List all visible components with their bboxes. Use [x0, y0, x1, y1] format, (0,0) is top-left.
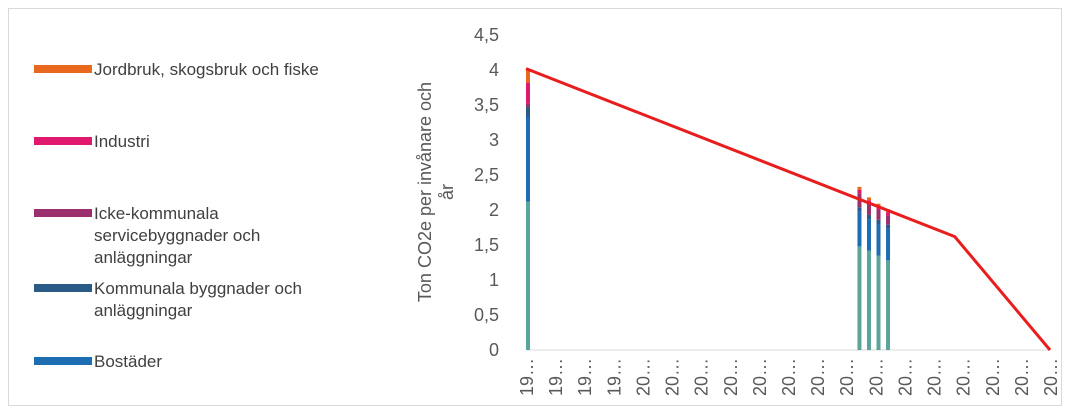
- bar-segment: [526, 201, 530, 350]
- x-tick-label: 20…: [779, 358, 799, 396]
- bar-segment: [876, 203, 881, 207]
- bar-segment: [876, 210, 881, 220]
- bar-segment: [876, 255, 881, 350]
- bar-segment: [526, 68, 530, 83]
- legend-label-kommunala: Kommunala byggnader och anläggningar: [94, 279, 302, 320]
- x-axis: 19… 19… 19… 19… 20… 20… 20… 20… 20… 20… 20… 20… 20… 2…: [517, 349, 1061, 396]
- y-axis-title-line: Ton CO2e per invånare och: [415, 82, 435, 302]
- bar-segment: [886, 224, 891, 229]
- bar-segment: [526, 103, 530, 108]
- bar-segment: [866, 219, 871, 251]
- y-tick-label: 1,5: [474, 235, 499, 255]
- legend-label-icke-kommunala: Icke-kommunala servicebyggnader och anlä…: [94, 204, 261, 267]
- bar-segment: [886, 260, 891, 350]
- y-tick-label: 2,5: [474, 165, 499, 185]
- bar-segment: [857, 189, 862, 194]
- bar-segment: [866, 214, 871, 220]
- legend-label-industri: Industri: [94, 132, 150, 151]
- x-tick-label: 20…: [954, 358, 974, 396]
- x-tick-label: 20…: [721, 358, 741, 396]
- legend-item-industri: Industri: [34, 131, 394, 153]
- x-tick-label: 20…: [663, 358, 683, 396]
- legend-swatch-industri: [34, 137, 92, 145]
- x-tick-label: 19…: [604, 358, 624, 396]
- x-tick-label: 20…: [925, 358, 945, 396]
- x-tick-label: 20…: [808, 358, 828, 396]
- x-tick-label: 19…: [546, 358, 566, 396]
- legend-item-bostader: Bostäder: [34, 351, 394, 373]
- legend-swatch-jordbruk: [34, 65, 92, 73]
- bar-segment: [857, 246, 862, 350]
- y-tick-label: 1: [489, 270, 499, 290]
- bar-segment: [886, 212, 891, 216]
- x-tick-label: 20…: [750, 358, 770, 396]
- x-tick-label: 20…: [895, 358, 915, 396]
- y-tick-label: 4: [489, 60, 499, 80]
- x-tick-label: 20…: [692, 358, 712, 396]
- y-axis-ticks: 0 0,5 1 1,5 2 2,5 3 3,5 4 4,5: [474, 25, 499, 360]
- bar-segment: [876, 224, 881, 256]
- x-tick-label: 20…: [837, 358, 857, 396]
- bar-segment: [526, 117, 530, 202]
- x-tick-label: 20…: [1041, 358, 1061, 396]
- bar-segment: [857, 207, 862, 212]
- y-tick-label: 4,5: [474, 25, 499, 45]
- legend-label-jordbruk: Jordbruk, skogsbruk och fiske: [94, 60, 319, 79]
- bar-segment: [857, 186, 862, 190]
- y-axis-title-line: år: [437, 184, 457, 200]
- x-tick-label: 19…: [517, 358, 537, 396]
- x-tick-label: 20…: [633, 358, 653, 396]
- bars: [526, 68, 891, 350]
- legend-swatch-icke-kommunala: [34, 209, 92, 217]
- y-tick-label: 0: [489, 340, 499, 360]
- legend-swatch-bostader: [34, 357, 92, 365]
- bar-segment: [876, 219, 881, 224]
- x-tick-label: 20…: [1012, 358, 1032, 396]
- bar-segment: [866, 203, 871, 215]
- legend-swatch-kommunala: [34, 284, 92, 292]
- x-tick-label: 20…: [983, 358, 1003, 396]
- legend: Jordbruk, skogsbruk och fiske Industri I…: [34, 0, 394, 414]
- bar-segment: [526, 107, 530, 118]
- bar-segment: [866, 197, 871, 201]
- x-tick-label: 19…: [575, 358, 595, 396]
- legend-item-jordbruk: Jordbruk, skogsbruk och fiske: [34, 59, 394, 81]
- bar-segment: [886, 228, 891, 261]
- target-line: [525, 67, 1052, 351]
- y-tick-label: 2: [489, 200, 499, 220]
- bar-segment: [857, 211, 862, 247]
- y-axis-title: Ton CO2e per invånare och år: [415, 82, 457, 302]
- bar-segment: [866, 250, 871, 350]
- y-tick-label: 3: [489, 130, 499, 150]
- y-tick-label: 3,5: [474, 95, 499, 115]
- legend-item-icke-kommunala: Icke-kommunala servicebyggnader och anlä…: [34, 203, 354, 269]
- x-tick-label: 20…: [866, 358, 886, 396]
- legend-label-bostader: Bostäder: [94, 352, 163, 371]
- y-tick-label: 0,5: [474, 305, 499, 325]
- target-line-path: [525, 67, 1052, 351]
- legend-item-kommunala: Kommunala byggnader och anläggningar: [34, 278, 374, 322]
- bar-segment: [526, 82, 530, 104]
- bar-segment: [886, 215, 891, 225]
